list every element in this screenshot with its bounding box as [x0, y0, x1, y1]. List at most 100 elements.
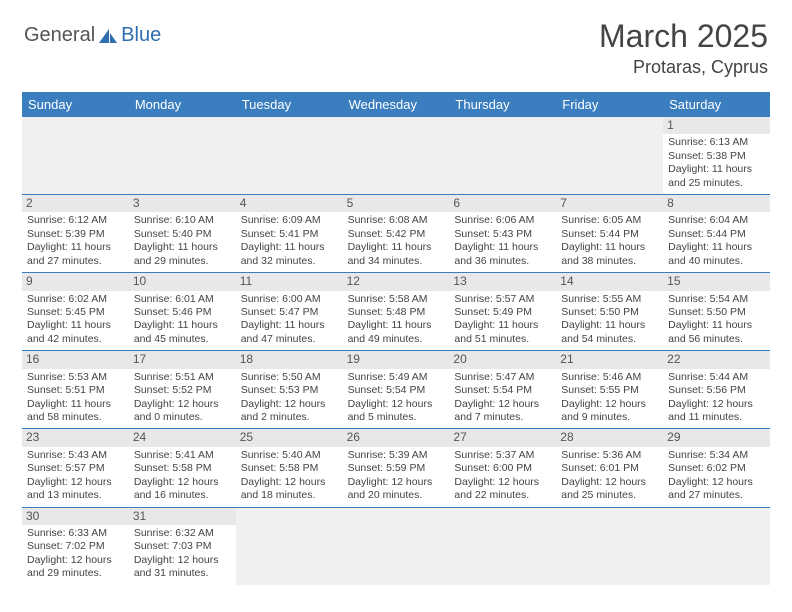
- daylight-text: Daylight: 12 hours and 5 minutes.: [347, 398, 446, 425]
- day-number: 31: [129, 508, 236, 525]
- sunset-text: Sunset: 5:42 PM: [347, 228, 446, 241]
- day-header-cell: Wednesday: [343, 92, 450, 117]
- day-header-cell: Thursday: [449, 92, 556, 117]
- day-cell: 13Sunrise: 5:57 AMSunset: 5:49 PMDayligh…: [449, 273, 556, 350]
- sunset-text: Sunset: 5:48 PM: [347, 306, 446, 319]
- sunrise-text: Sunrise: 5:47 AM: [453, 371, 552, 384]
- sunrise-text: Sunrise: 5:37 AM: [453, 449, 552, 462]
- empty-day-cell: [22, 117, 129, 194]
- sunset-text: Sunset: 5:57 PM: [26, 462, 125, 475]
- sunrise-text: Sunrise: 5:50 AM: [240, 371, 339, 384]
- sunrise-text: Sunrise: 6:13 AM: [667, 136, 766, 149]
- sunrise-text: Sunrise: 5:53 AM: [26, 371, 125, 384]
- day-cell: 10Sunrise: 6:01 AMSunset: 5:46 PMDayligh…: [129, 273, 236, 350]
- day-number: 17: [129, 351, 236, 368]
- sunset-text: Sunset: 5:39 PM: [26, 228, 125, 241]
- day-number: 6: [449, 195, 556, 212]
- week-row: 16Sunrise: 5:53 AMSunset: 5:51 PMDayligh…: [22, 351, 770, 429]
- sunrise-text: Sunrise: 5:51 AM: [133, 371, 232, 384]
- daylight-text: Daylight: 11 hours and 34 minutes.: [347, 241, 446, 268]
- sunrise-text: Sunrise: 5:34 AM: [667, 449, 766, 462]
- day-header-cell: Monday: [129, 92, 236, 117]
- day-number: 18: [236, 351, 343, 368]
- sunset-text: Sunset: 5:49 PM: [453, 306, 552, 319]
- sunset-text: Sunset: 5:51 PM: [26, 384, 125, 397]
- day-number: 24: [129, 429, 236, 446]
- sunrise-text: Sunrise: 6:00 AM: [240, 293, 339, 306]
- sunrise-text: Sunrise: 5:46 AM: [560, 371, 659, 384]
- sunset-text: Sunset: 5:46 PM: [133, 306, 232, 319]
- day-cell: 29Sunrise: 5:34 AMSunset: 6:02 PMDayligh…: [663, 429, 770, 506]
- day-header-cell: Saturday: [663, 92, 770, 117]
- day-cell: 2Sunrise: 6:12 AMSunset: 5:39 PMDaylight…: [22, 195, 129, 272]
- daylight-text: Daylight: 11 hours and 40 minutes.: [667, 241, 766, 268]
- empty-day-cell: [556, 508, 663, 585]
- logo-text-blue: Blue: [121, 24, 161, 47]
- day-number: 11: [236, 273, 343, 290]
- day-number: 12: [343, 273, 450, 290]
- day-cell: 14Sunrise: 5:55 AMSunset: 5:50 PMDayligh…: [556, 273, 663, 350]
- day-number: 23: [22, 429, 129, 446]
- sunset-text: Sunset: 6:01 PM: [560, 462, 659, 475]
- empty-day-cell: [663, 508, 770, 585]
- sunrise-text: Sunrise: 6:10 AM: [133, 214, 232, 227]
- sunrise-text: Sunrise: 5:58 AM: [347, 293, 446, 306]
- day-number: 3: [129, 195, 236, 212]
- sunset-text: Sunset: 5:40 PM: [133, 228, 232, 241]
- empty-day-cell: [236, 508, 343, 585]
- day-cell: 12 Sunrise: 5:58 AMSunset: 5:48 PMDayligh…: [343, 273, 450, 350]
- day-header-cell: Friday: [556, 92, 663, 117]
- daylight-text: Daylight: 12 hours and 22 minutes.: [453, 476, 552, 503]
- sunset-text: Sunset: 7:02 PM: [26, 540, 125, 553]
- daylight-text: Daylight: 11 hours and 29 minutes.: [133, 241, 232, 268]
- daylight-text: Daylight: 12 hours and 11 minutes.: [667, 398, 766, 425]
- sunrise-text: Sunrise: 6:01 AM: [133, 293, 232, 306]
- calendar-grid: 1Sunrise: 6:13 AMSunset: 5:38 PMDaylight…: [22, 117, 770, 585]
- daylight-text: Daylight: 12 hours and 27 minutes.: [667, 476, 766, 503]
- day-header-cell: Tuesday: [236, 92, 343, 117]
- empty-day-cell: [343, 117, 450, 194]
- day-number: 8: [663, 195, 770, 212]
- empty-day-cell: [556, 117, 663, 194]
- day-cell: 30Sunrise: 6:33 AMSunset: 7:02 PMDayligh…: [22, 508, 129, 585]
- empty-day-cell: [449, 508, 556, 585]
- sunrise-text: Sunrise: 6:08 AM: [347, 214, 446, 227]
- daylight-text: Daylight: 12 hours and 2 minutes.: [240, 398, 339, 425]
- daylight-text: Daylight: 12 hours and 13 minutes.: [26, 476, 125, 503]
- day-cell: 24Sunrise: 5:41 AMSunset: 5:58 PMDayligh…: [129, 429, 236, 506]
- sunrise-text: Sunrise: 6:09 AM: [240, 214, 339, 227]
- day-cell: 22Sunrise: 5:44 AMSunset: 5:56 PMDayligh…: [663, 351, 770, 428]
- sunrise-text: Sunrise: 6:05 AM: [560, 214, 659, 227]
- daylight-text: Daylight: 11 hours and 54 minutes.: [560, 319, 659, 346]
- sunset-text: Sunset: 5:41 PM: [240, 228, 339, 241]
- daylight-text: Daylight: 11 hours and 51 minutes.: [453, 319, 552, 346]
- day-number: 13: [449, 273, 556, 290]
- day-number: 14: [556, 273, 663, 290]
- day-number: 4: [236, 195, 343, 212]
- day-number: 19: [343, 351, 450, 368]
- empty-day-cell: [449, 117, 556, 194]
- day-header-row: SundayMondayTuesdayWednesdayThursdayFrid…: [22, 92, 770, 117]
- day-cell: 16Sunrise: 5:53 AMSunset: 5:51 PMDayligh…: [22, 351, 129, 428]
- day-number: 26: [343, 429, 450, 446]
- page-title: March 2025: [599, 18, 768, 55]
- sunset-text: Sunset: 5:45 PM: [26, 306, 125, 319]
- day-cell: 21Sunrise: 5:46 AMSunset: 5:55 PMDayligh…: [556, 351, 663, 428]
- daylight-text: Daylight: 11 hours and 49 minutes.: [347, 319, 446, 346]
- day-header-cell: Sunday: [22, 92, 129, 117]
- sunset-text: Sunset: 5:55 PM: [560, 384, 659, 397]
- day-cell: 23Sunrise: 5:43 AMSunset: 5:57 PMDayligh…: [22, 429, 129, 506]
- sunset-text: Sunset: 5:59 PM: [347, 462, 446, 475]
- location: Protaras, Cyprus: [599, 57, 768, 78]
- day-number: 2: [22, 195, 129, 212]
- day-number: 22: [663, 351, 770, 368]
- day-number: 15: [663, 273, 770, 290]
- day-cell: 25Sunrise: 5:40 AMSunset: 5:58 PMDayligh…: [236, 429, 343, 506]
- logo-text-general: General: [24, 24, 95, 47]
- daylight-text: Daylight: 11 hours and 36 minutes.: [453, 241, 552, 268]
- sunset-text: Sunset: 5:47 PM: [240, 306, 339, 319]
- daylight-text: Daylight: 12 hours and 0 minutes.: [133, 398, 232, 425]
- sunset-text: Sunset: 5:44 PM: [667, 228, 766, 241]
- week-row: 2Sunrise: 6:12 AMSunset: 5:39 PMDaylight…: [22, 195, 770, 273]
- sunset-text: Sunset: 5:44 PM: [560, 228, 659, 241]
